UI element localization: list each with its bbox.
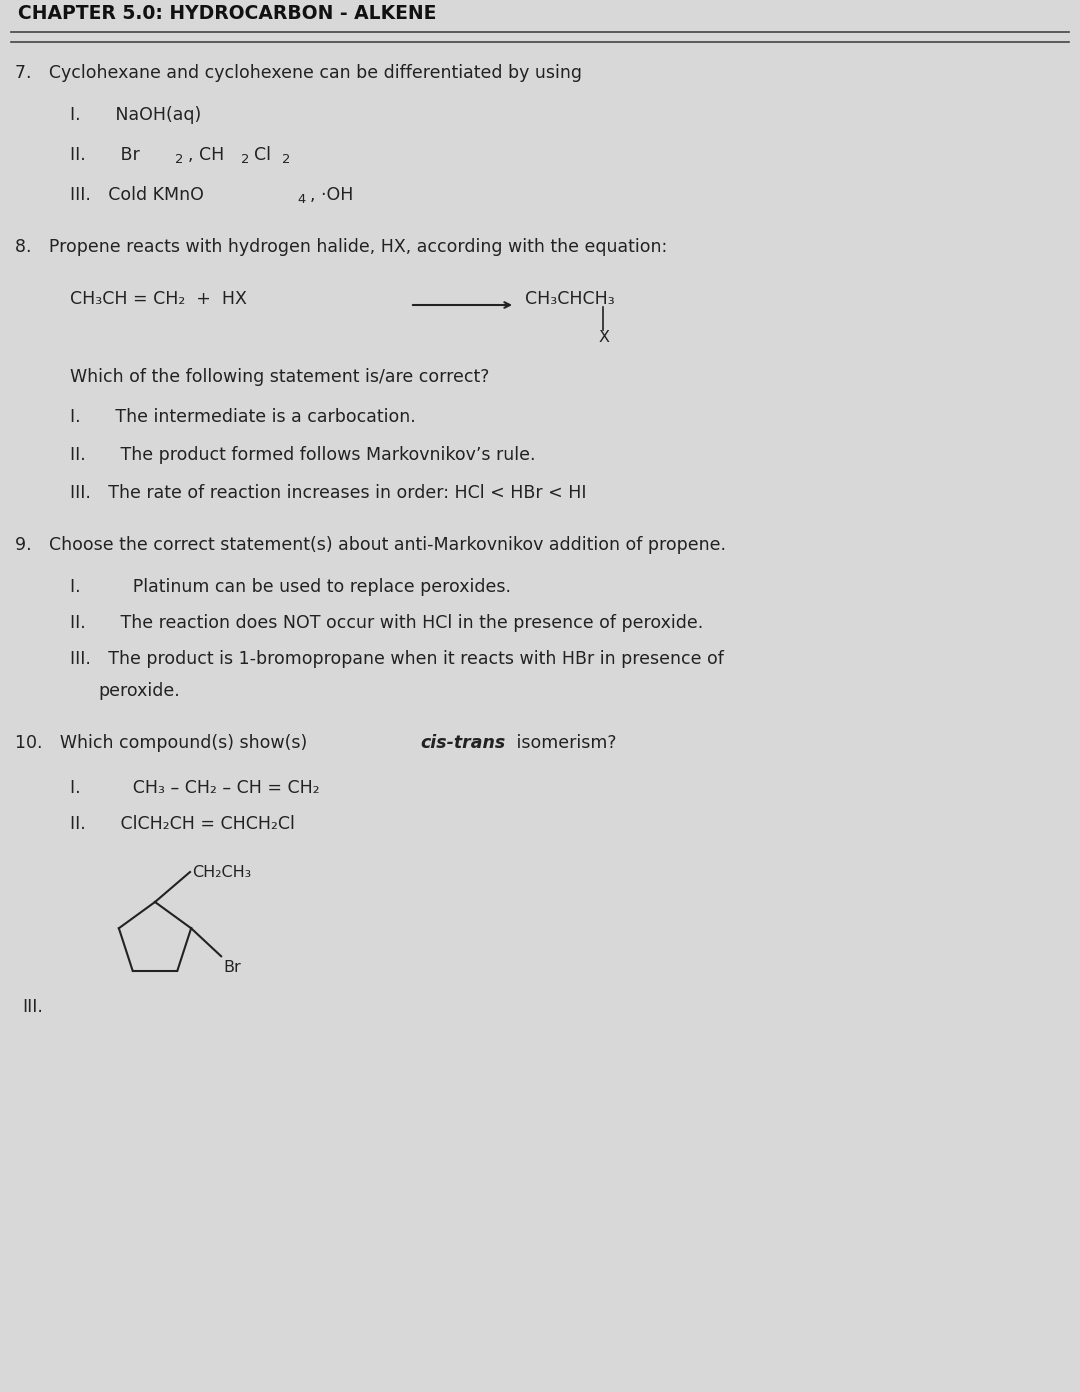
Text: Br: Br bbox=[224, 960, 241, 976]
Text: 2: 2 bbox=[241, 153, 249, 166]
Text: 7. Cyclohexane and cyclohexene can be differentiated by using: 7. Cyclohexane and cyclohexene can be di… bbox=[15, 64, 582, 82]
Text: 10. Which compound(s) show(s): 10. Which compound(s) show(s) bbox=[15, 734, 313, 752]
Text: II.  The product formed follows Markovnikov’s rule.: II. The product formed follows Markovnik… bbox=[70, 445, 536, 464]
Text: 4: 4 bbox=[297, 193, 306, 206]
Text: Cl: Cl bbox=[254, 146, 271, 164]
Text: CH₃CHCH₃: CH₃CHCH₃ bbox=[525, 290, 615, 308]
Text: 2: 2 bbox=[282, 153, 291, 166]
Text: II.  The reaction does NOT occur with HCl in the presence of peroxide.: II. The reaction does NOT occur with HCl… bbox=[70, 614, 703, 632]
Text: Which of the following statement is/are correct?: Which of the following statement is/are … bbox=[70, 367, 489, 386]
Text: CHAPTER 5.0: HYDROCARBON - ALKENE: CHAPTER 5.0: HYDROCARBON - ALKENE bbox=[18, 4, 436, 24]
Text: X: X bbox=[599, 330, 610, 345]
Text: peroxide.: peroxide. bbox=[98, 682, 179, 700]
Text: III.: III. bbox=[22, 998, 43, 1016]
Text: CH₂CH₃: CH₂CH₃ bbox=[192, 864, 252, 880]
Text: , CH: , CH bbox=[188, 146, 225, 164]
Text: 2: 2 bbox=[175, 153, 184, 166]
Text: I.   Platinum can be used to replace peroxides.: I. Platinum can be used to replace perox… bbox=[70, 578, 511, 596]
Text: , ·OH: , ·OH bbox=[310, 187, 353, 205]
Text: 8. Propene reacts with hydrogen halide, HX, according with the equation:: 8. Propene reacts with hydrogen halide, … bbox=[15, 238, 667, 256]
Text: cis-trans: cis-trans bbox=[420, 734, 505, 752]
Text: III. Cold KMnO: III. Cold KMnO bbox=[70, 187, 204, 205]
Text: I.  NaOH(aq): I. NaOH(aq) bbox=[70, 106, 201, 124]
Text: III. The product is 1-bromopropane when it reacts with HBr in presence of: III. The product is 1-bromopropane when … bbox=[70, 650, 724, 668]
Text: I.   CH₃ – CH₂ – CH = CH₂: I. CH₃ – CH₂ – CH = CH₂ bbox=[70, 780, 320, 798]
Text: I.  The intermediate is a carbocation.: I. The intermediate is a carbocation. bbox=[70, 408, 416, 426]
Text: isomerism?: isomerism? bbox=[511, 734, 617, 752]
Text: II.  ClCH₂CH = CHCH₂Cl: II. ClCH₂CH = CHCH₂Cl bbox=[70, 814, 295, 832]
Text: CH₃CH = CH₂  +  HX: CH₃CH = CH₂ + HX bbox=[70, 290, 247, 308]
Text: III. The rate of reaction increases in order: HCl < HBr < HI: III. The rate of reaction increases in o… bbox=[70, 484, 586, 503]
Text: 9. Choose the correct statement(s) about anti-Markovnikov addition of propene.: 9. Choose the correct statement(s) about… bbox=[15, 536, 726, 554]
Text: II.  Br: II. Br bbox=[70, 146, 139, 164]
